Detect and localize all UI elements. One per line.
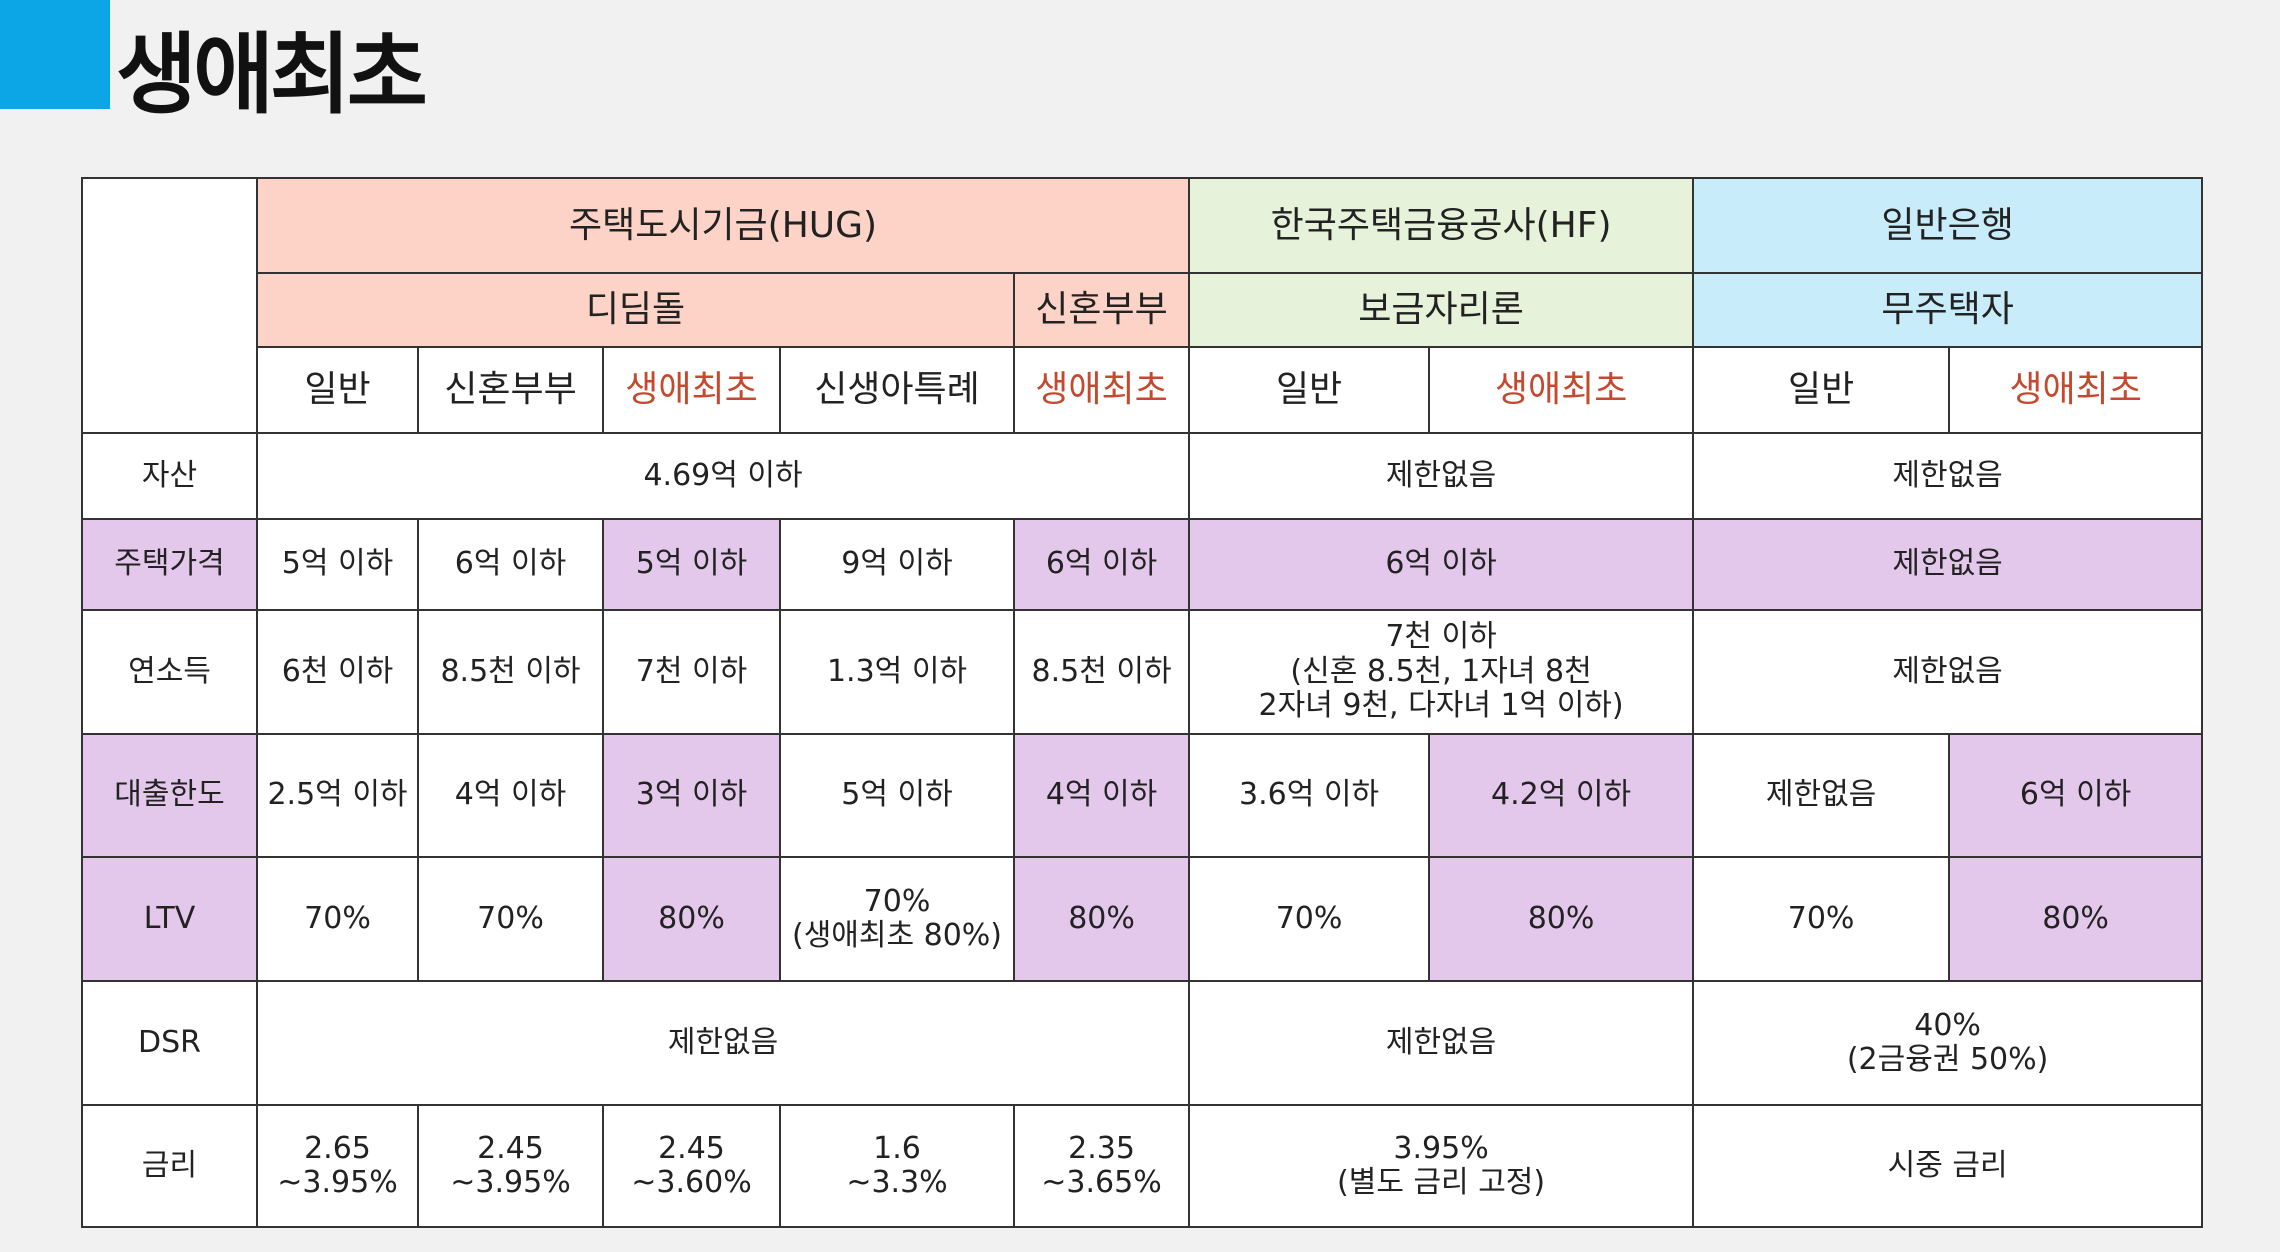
table-cell: 제한없음 [1188,980,1695,1106]
column-header: 신생아특례 [779,346,1015,434]
row-label: DSR [81,980,258,1106]
table-row: 대출한도 2.5억 이하 4억 이하 3억 이하 5억 이하 4억 이하 3.6억 이하 4.… [81,733,2204,858]
product-header: 디딤돌 [256,272,1015,348]
row-label: LTV [81,856,258,982]
product-header: 신혼부부 [1012,272,1191,348]
table-cell: 2.35 ~3.65% [1012,1104,1191,1228]
row-label: 금리 [81,1104,258,1228]
column-header: 생애최초 [602,346,781,434]
column-header: 일반 [256,346,419,434]
table-cell: 70% [1188,856,1431,982]
table-cell: 5억 이하 [602,518,781,611]
row-label: 연소득 [81,609,258,735]
table-cell: 6억 이하 [1012,518,1191,611]
table-cell: 8.5천 이하 [1012,609,1191,735]
table-cell: 3억 이하 [602,733,781,858]
table-row: 연소득 6천 이하 8.5천 이하 7천 이하 1.3억 이하 8.5천 이하 7천 이하 … [81,609,2204,735]
table-cell: 70% [256,856,419,982]
table-cell: 제한없음 [1188,432,1695,520]
table-cell: 1.6 ~3.3% [779,1104,1015,1228]
table-cell: 1.3억 이하 [779,609,1015,735]
table-row: LTV 70% 70% 80% 70% (생애최초 80%) 80% 70% 80% 70% 80… [81,856,2204,982]
table-cell: 제한없음 [1692,518,2204,611]
table-cell: 6억 이하 [417,518,604,611]
table-cell: 40% (2금융권 50%) [1692,980,2204,1106]
table-cell: 시중 금리 [1692,1104,2204,1228]
table-cell: 4.69억 이하 [255,432,1191,520]
title-accent [0,0,110,109]
table-cell: 70% (생애최초 80%) [779,856,1015,982]
table-cell: 70% [417,856,604,982]
table-cell: 3.95% (별도 금리 고정) [1188,1104,1695,1228]
table-cell: 4억 이하 [417,733,604,858]
table-cell: 2.65 ~3.95% [256,1104,419,1228]
table-row: DSR 제한없음 제한없음 40% (2금융권 50%) [81,980,2204,1106]
column-header: 신혼부부 [417,346,604,434]
table-cell: 80% [1428,856,1695,982]
table-cell: 9억 이하 [779,518,1015,611]
table-cell: 2.45 ~3.60% [602,1104,781,1228]
table-cell: 4.2억 이하 [1428,733,1695,858]
column-header: 생애최초 [1428,346,1695,434]
table-cell: 7천 이하 (신혼 8.5천, 1자녀 8천 2자녀 9천, 다자녀 1억 이하… [1188,609,1695,735]
table-cell: 6천 이하 [256,609,419,735]
column-header: 일반 [1692,346,1951,434]
table-cell: 5억 이하 [256,518,419,611]
table-cell: 8.5천 이하 [417,609,604,735]
row-label: 주택가격 [81,518,258,611]
table-cell: 80% [1012,856,1191,982]
group-header: 일반은행 [1692,177,2204,274]
table-cell: 7천 이하 [602,609,781,735]
group-header: 한국주택금융공사(HF) [1188,177,1695,274]
table-row: 주택가격 5억 이하 6억 이하 5억 이하 9억 이하 6억 이하 6억 이하 제한없음 [81,518,2204,611]
comparison-table: 주택도시기금(HUG) 한국주택금융공사(HF) 일반은행 디딤돌 신혼부부 보… [81,177,2204,1228]
table-cell: 2.5억 이하 [256,733,419,858]
product-header: 무주택자 [1692,272,2204,348]
row-label: 자산 [81,432,258,520]
table-cell: 6억 이하 [1188,518,1695,611]
table-cell: 5억 이하 [779,733,1015,858]
table-cell: 80% [602,856,781,982]
product-header: 보금자리론 [1188,272,1695,348]
column-header: 생애최초 [1948,346,2204,434]
table-row: 자산 4.69억 이하 제한없음 제한없음 [81,432,2204,520]
table-cell: 제한없음 [1692,609,2204,735]
table-row: 금리 2.65 ~3.95% 2.45 ~3.95% 2.45 ~3.60% 1.6 ~… [81,1104,2204,1228]
table-cell: 제한없음 [1692,733,1951,858]
table-cell: 2.45 ~3.95% [417,1104,604,1228]
table-cell: 3.6억 이하 [1188,733,1431,858]
row-label: 대출한도 [81,733,258,858]
table-cell: 70% [1692,856,1951,982]
table-cell: 4억 이하 [1012,733,1191,858]
corner-cell [81,177,258,434]
page-title: 생애최초 [116,23,428,126]
table-cell: 80% [1948,856,2204,982]
table-cell: 6억 이하 [1948,733,2204,858]
column-header: 일반 [1188,346,1431,434]
table-cell: 제한없음 [255,980,1191,1106]
group-header: 주택도시기금(HUG) [255,177,1191,274]
column-header: 생애최초 [1012,346,1191,434]
table-cell: 제한없음 [1692,432,2204,520]
